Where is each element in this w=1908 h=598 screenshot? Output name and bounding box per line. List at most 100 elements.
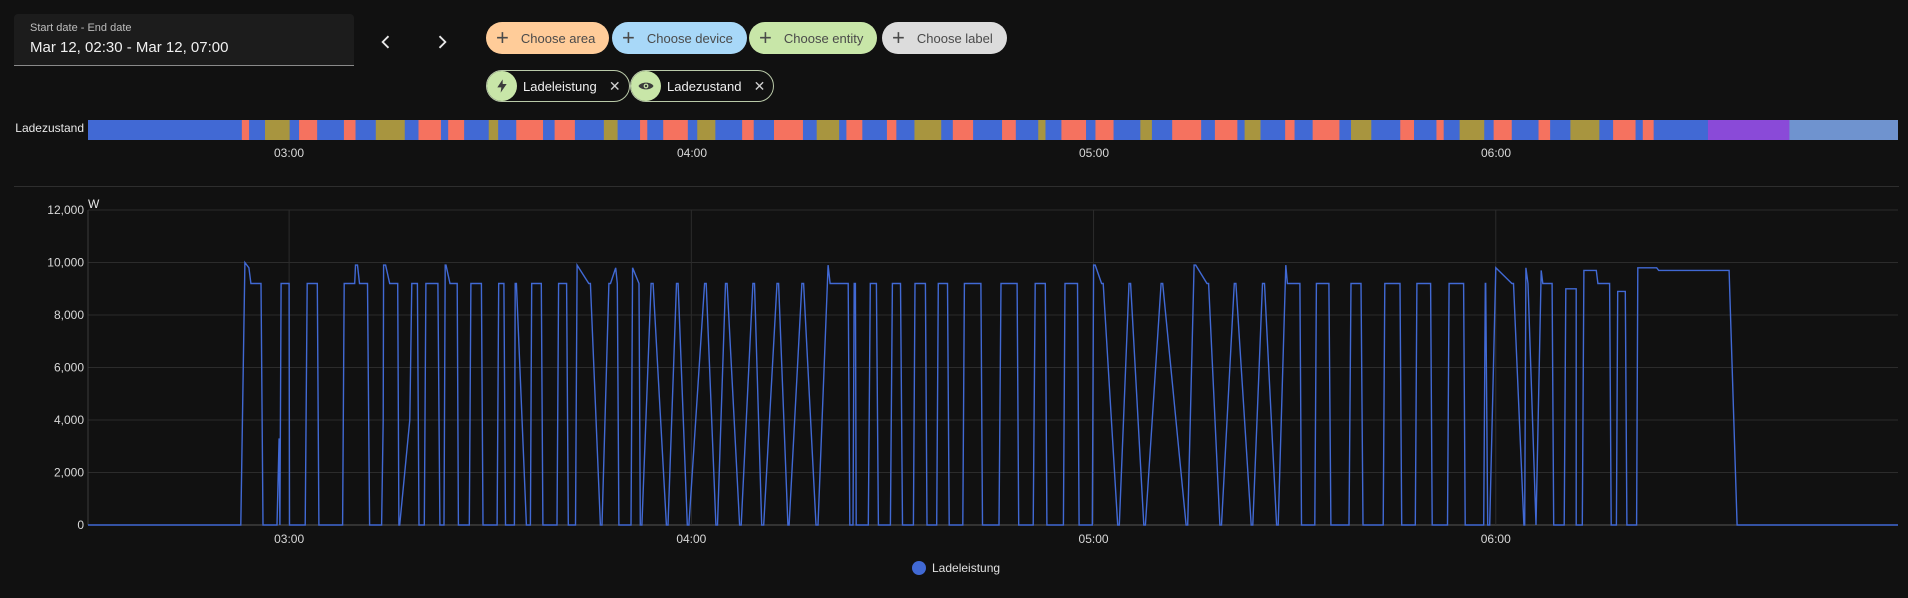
- timeline-segment[interactable]: [742, 120, 755, 140]
- timeline-segment[interactable]: [265, 120, 291, 140]
- timeline-segment[interactable]: [1414, 120, 1437, 140]
- timeline-segment[interactable]: [1511, 120, 1540, 140]
- timeline-segment[interactable]: [1351, 120, 1372, 140]
- timeline-segment[interactable]: [1400, 120, 1415, 140]
- timeline-segment[interactable]: [1151, 120, 1173, 140]
- timeline-segment[interactable]: [816, 120, 840, 140]
- timeline-segment[interactable]: [617, 120, 641, 140]
- timeline-segment[interactable]: [516, 120, 544, 140]
- timeline-segment[interactable]: [404, 120, 420, 140]
- timeline-segment[interactable]: [1201, 120, 1216, 140]
- power-line-chart[interactable]: 12,000 10,000 8,000 6,000 4,000 2,000 0 W 03:00 0…: [0, 190, 1908, 550]
- state-timeline-bar[interactable]: [88, 120, 1898, 140]
- timeline-segment[interactable]: [1789, 120, 1898, 140]
- timeline-segment[interactable]: [1613, 120, 1637, 140]
- timeline-segment[interactable]: [1260, 120, 1286, 140]
- timeline-segment[interactable]: [1294, 120, 1314, 140]
- selected-entity-chip[interactable]: Ladezustand ✕: [630, 70, 775, 102]
- timeline-segment[interactable]: [1459, 120, 1485, 140]
- timeline-segment[interactable]: [1635, 120, 1644, 140]
- timeline-segment[interactable]: [846, 120, 863, 140]
- timeline-segment[interactable]: [1436, 120, 1445, 140]
- legend-item[interactable]: Ladeleistung: [912, 561, 1000, 575]
- timeline-segment[interactable]: [1244, 120, 1262, 140]
- timeline-segment[interactable]: [802, 120, 818, 140]
- timeline-segment[interactable]: [1312, 120, 1340, 140]
- timeline-segment[interactable]: [299, 120, 318, 140]
- timeline-segment[interactable]: [1570, 120, 1600, 140]
- choose-label-button[interactable]: + Choose label: [882, 22, 1007, 54]
- timeline-segment[interactable]: [1045, 120, 1062, 140]
- date-range-picker[interactable]: Start date - End date Mar 12, 02:30 - Ma…: [14, 14, 354, 66]
- timeline-segment[interactable]: [941, 120, 954, 140]
- timeline-segment[interactable]: [773, 120, 804, 140]
- timeline-segment[interactable]: [886, 120, 897, 140]
- timeline-segment[interactable]: [464, 120, 490, 140]
- timeline-segment[interactable]: [1038, 120, 1046, 140]
- timeline-segment[interactable]: [543, 120, 556, 140]
- timeline-segment[interactable]: [1339, 120, 1352, 140]
- chevron-right-icon: [438, 35, 447, 49]
- timeline-segment[interactable]: [554, 120, 576, 140]
- timeline-segment[interactable]: [1642, 120, 1655, 140]
- choose-area-button[interactable]: + Choose area: [486, 22, 610, 54]
- timeline-segment[interactable]: [498, 120, 517, 140]
- timeline-segment[interactable]: [1371, 120, 1401, 140]
- timeline-segment[interactable]: [753, 120, 775, 140]
- timeline-segment[interactable]: [697, 120, 716, 140]
- timeline-segment[interactable]: [448, 120, 465, 140]
- timeline-segment[interactable]: [317, 120, 345, 140]
- timeline-segment[interactable]: [1237, 120, 1246, 140]
- timeline-segment[interactable]: [914, 120, 942, 140]
- timeline-segment[interactable]: [488, 120, 499, 140]
- timeline-segment[interactable]: [1538, 120, 1551, 140]
- timeline-segment[interactable]: [241, 120, 250, 140]
- timeline-segment[interactable]: [88, 120, 243, 140]
- remove-entity-button[interactable]: ✕: [608, 77, 621, 94]
- timeline-segment[interactable]: [1285, 120, 1296, 140]
- timeline-segment[interactable]: [1015, 120, 1039, 140]
- timeline-segment[interactable]: [663, 120, 689, 140]
- timeline-segment[interactable]: [418, 120, 442, 140]
- choose-device-button[interactable]: + Choose device: [612, 22, 747, 54]
- timeline-segment[interactable]: [687, 120, 698, 140]
- timeline-segment[interactable]: [1140, 120, 1153, 140]
- timeline-segment[interactable]: [1002, 120, 1017, 140]
- timeline-segment[interactable]: [640, 120, 648, 140]
- selected-entity-chip[interactable]: Ladeleistung ✕: [486, 70, 630, 102]
- timeline-segment[interactable]: [1086, 120, 1096, 140]
- timeline-segment[interactable]: [973, 120, 1003, 140]
- timeline-segment[interactable]: [1599, 120, 1614, 140]
- series-line-ladeleistung[interactable]: [88, 260, 1898, 526]
- timeline-segment[interactable]: [1172, 120, 1202, 140]
- choose-entity-button[interactable]: + Choose entity: [749, 22, 878, 54]
- timeline-segment[interactable]: [440, 120, 449, 140]
- timeline-segment[interactable]: [249, 120, 266, 140]
- timeline-segment[interactable]: [1493, 120, 1513, 140]
- timeline-entity-label: Ladezustand: [15, 121, 84, 135]
- timeline-segment[interactable]: [1095, 120, 1115, 140]
- timeline-segment[interactable]: [1061, 120, 1087, 140]
- next-period-button[interactable]: [424, 24, 460, 60]
- timeline-segment[interactable]: [862, 120, 888, 140]
- timeline-segment[interactable]: [603, 120, 619, 140]
- timeline-segment[interactable]: [343, 120, 357, 140]
- timeline-segment[interactable]: [355, 120, 377, 140]
- timeline-segment[interactable]: [715, 120, 743, 140]
- timeline-segment[interactable]: [1443, 120, 1461, 140]
- timeline-segment[interactable]: [375, 120, 406, 140]
- timeline-segment[interactable]: [1214, 120, 1238, 140]
- timeline-segment[interactable]: [839, 120, 847, 140]
- remove-entity-button[interactable]: ✕: [753, 77, 766, 94]
- previous-period-button[interactable]: [368, 24, 404, 60]
- timeline-segment[interactable]: [574, 120, 605, 140]
- timeline-segment[interactable]: [1550, 120, 1571, 140]
- timeline-segment[interactable]: [1653, 120, 1709, 140]
- timeline-segment[interactable]: [1484, 120, 1495, 140]
- timeline-segment[interactable]: [1707, 120, 1790, 140]
- timeline-segment[interactable]: [1113, 120, 1141, 140]
- timeline-segment[interactable]: [896, 120, 915, 140]
- timeline-segment[interactable]: [647, 120, 664, 140]
- timeline-segment[interactable]: [952, 120, 974, 140]
- timeline-segment[interactable]: [289, 120, 300, 140]
